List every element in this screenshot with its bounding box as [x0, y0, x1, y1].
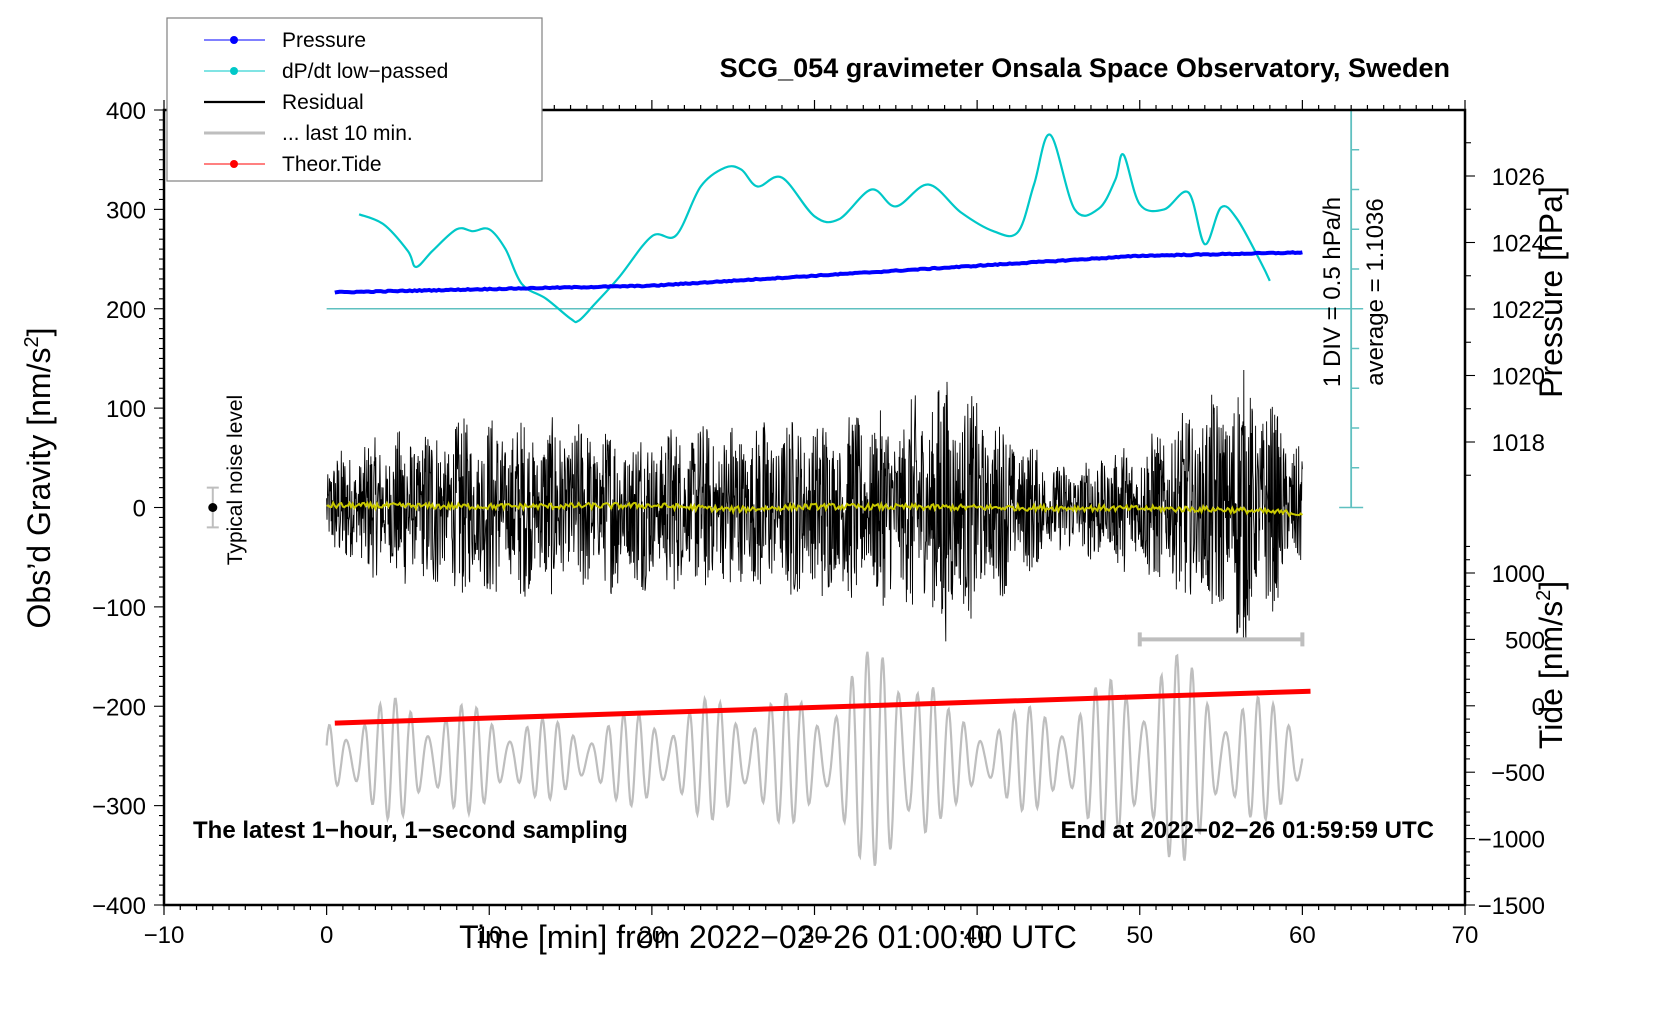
y-axis-title-tide: Tide [nm/s2]	[1533, 581, 1569, 749]
y-axis-title-tide-sup: 2	[1533, 590, 1555, 601]
axis-tick-labels: −10 0 10 20 30 40 50 60 704003002001000−100−200−…	[92, 98, 1545, 949]
y-tide-tick-label: 500	[1505, 627, 1545, 654]
y-left-tick-label: 100	[106, 396, 146, 423]
y-pressure-tick-label: 1024	[1492, 231, 1545, 258]
legend: Pressure dP/dt low−passed Residual ... last…	[166, 17, 543, 182]
y-axis-title-left: Obs’d Gravity [nm/s2]	[21, 328, 57, 629]
chart-title: SCG_054 gravimeter Onsala Space Observat…	[720, 53, 1450, 83]
last-10-min-bar	[1137, 632, 1305, 647]
y-tide-tick-label: −1500	[1478, 893, 1545, 920]
y-pressure-tick-label: 1020	[1492, 364, 1545, 391]
dpdt-scale	[326, 109, 1364, 509]
y-axis-title-left-end: ]	[21, 328, 57, 337]
series-dpdt-low-passed	[358, 133, 1271, 324]
residual-smoothed-line	[326, 500, 1304, 518]
y-left-tick-label: −300	[92, 794, 146, 821]
y-left-tick-label: −400	[92, 893, 146, 920]
legend-label: ... last 10 min.	[282, 122, 413, 145]
series-residual-smoothed	[326, 500, 1304, 518]
y-tide-tick-label: 1000	[1492, 561, 1545, 588]
legend-item: Residual	[204, 91, 364, 114]
last-10-min-line	[325, 651, 1304, 867]
y-axis-title-tide-end: ]	[1533, 581, 1569, 590]
y-axis-title-left-main: Obs’d Gravity [nm/s	[21, 348, 57, 629]
noise-level-label: Typical noise level	[224, 395, 247, 565]
x-tick-label: 10	[476, 922, 503, 949]
note-sampling: The latest 1−hour, 1−second sampling	[193, 817, 628, 844]
y-pressure-tick-label: 1022	[1492, 297, 1545, 324]
x-tick-label: 50	[1126, 922, 1153, 949]
legend-item: dP/dt low−passed	[204, 60, 448, 83]
x-tick-label: 70	[1452, 922, 1479, 949]
y-tide-tick-label: −1000	[1478, 827, 1545, 854]
x-tick-label: 20	[639, 922, 666, 949]
legend-label: dP/dt low−passed	[282, 60, 448, 83]
legend-swatch-dot	[230, 67, 238, 75]
noise-level-marker	[206, 486, 219, 529]
legend-box	[166, 17, 543, 182]
x-tick-label: 60	[1289, 922, 1316, 949]
x-tick-label: 0	[320, 922, 333, 949]
y-pressure-tick-label: 1018	[1492, 430, 1545, 457]
y-tide-tick-label: 0	[1532, 694, 1545, 721]
dpdt-average-label: average = 1.1036	[1362, 198, 1389, 386]
y-tide-tick-label: −500	[1491, 760, 1545, 787]
dpdt-line	[358, 133, 1271, 324]
y-axis-title-tide-main: Tide [nm/s	[1533, 601, 1569, 749]
y-left-tick-label: 0	[133, 496, 146, 523]
theor-tide-line	[334, 688, 1311, 726]
x-tick-label: −10	[144, 922, 185, 949]
x-tick-label: 30	[801, 922, 828, 949]
legend-label: Pressure	[282, 29, 366, 52]
y-left-tick-label: 200	[106, 297, 146, 324]
note-end-time: End at 2022−02−26 01:59:59 UTC	[1060, 817, 1434, 844]
legend-swatch-dot	[230, 36, 238, 44]
legend-label: Theor.Tide	[282, 153, 382, 176]
axis-ticks	[154, 100, 1475, 915]
legend-item: ... last 10 min.	[204, 122, 413, 145]
legend-swatch-dot	[230, 160, 238, 168]
pressure-line	[334, 250, 1303, 295]
residual-line	[326, 369, 1303, 642]
noise-level-dot	[208, 503, 218, 512]
y-pressure-tick-label: 1026	[1492, 164, 1545, 191]
legend-item: Pressure	[204, 29, 366, 52]
legend-item: Theor.Tide	[204, 153, 382, 176]
x-axis-title: Time [min] from 2022−02−26 01:00:00 UTC	[459, 919, 1077, 955]
dpdt-scale-label: 1 DIV = 0.5 hPa/h	[1319, 197, 1346, 387]
legend-label: Residual	[282, 91, 364, 114]
y-axis-title-pressure: Pressure [hPa]	[1533, 186, 1569, 398]
y-left-tick-label: 400	[106, 98, 146, 125]
y-left-tick-label: −200	[92, 694, 146, 721]
y-left-tick-label: 300	[106, 197, 146, 224]
series-last-10-min	[325, 651, 1304, 867]
x-tick-label: 40	[964, 922, 991, 949]
y-left-tick-label: −100	[92, 595, 146, 622]
series-residual	[326, 369, 1303, 642]
series-theor-tide	[334, 688, 1311, 726]
y-axis-title-left-sup: 2	[21, 336, 43, 347]
series-pressure	[334, 250, 1303, 295]
